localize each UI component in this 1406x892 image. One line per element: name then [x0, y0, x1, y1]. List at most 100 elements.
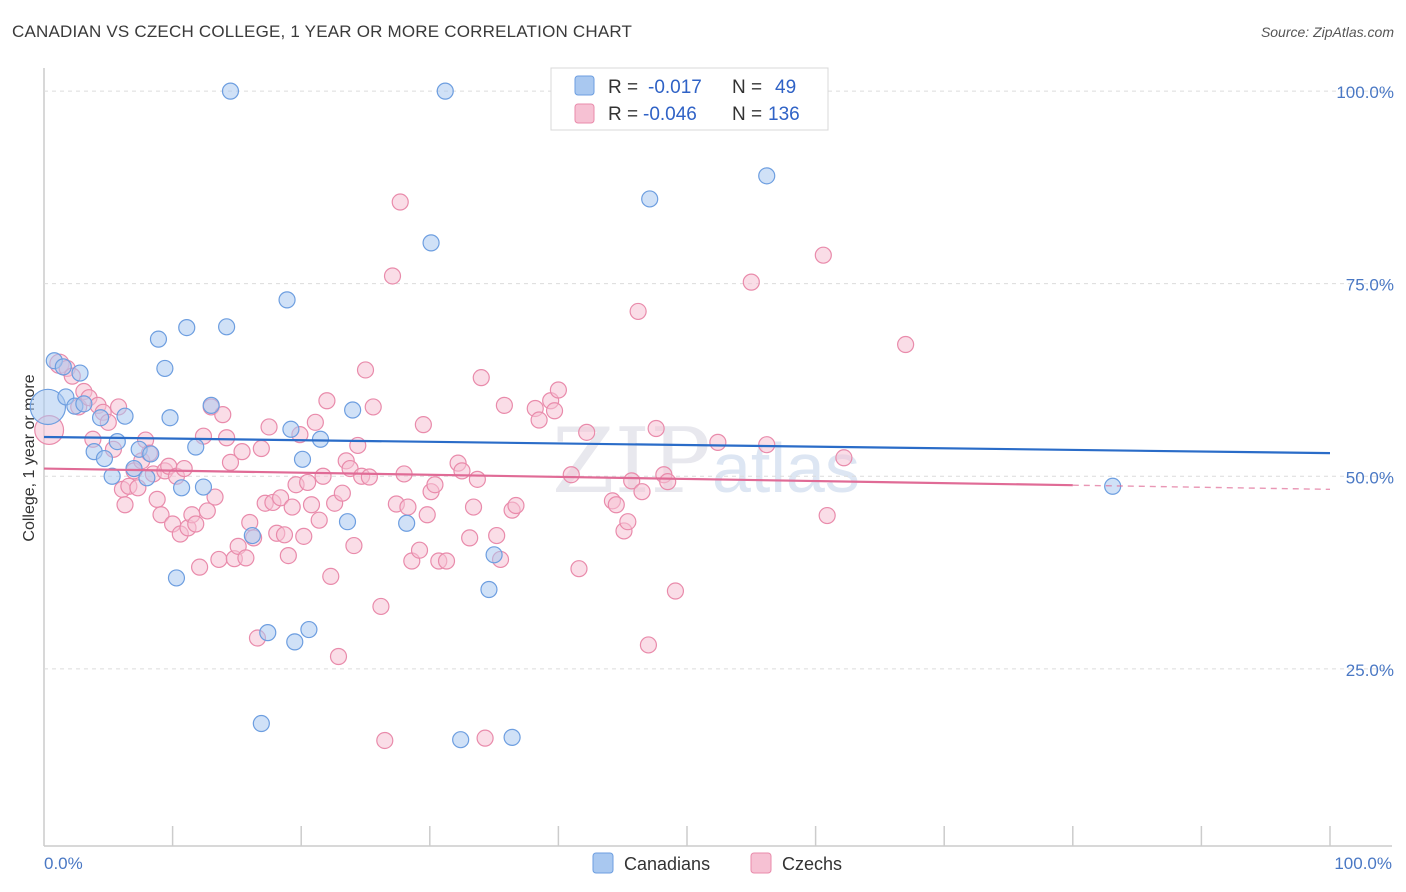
canadians-point: [161, 409, 179, 427]
canadians-point: [142, 445, 160, 463]
legend-r-label-czechs: R =: [608, 104, 638, 125]
stats-legend-box: [550, 67, 829, 131]
czechs-point: [414, 416, 432, 434]
canadians-point: [178, 318, 196, 337]
czechs-point: [198, 502, 216, 520]
watermark-zip: ZIP: [552, 409, 711, 514]
canadians-point: [91, 409, 110, 427]
x-tick-label-min: 0.0%: [44, 854, 83, 873]
czechs-point: [295, 527, 313, 545]
czechs-point: [835, 449, 853, 467]
czechs-point: [148, 490, 166, 508]
bottom-legend-czechs: Czechs: [782, 854, 842, 874]
canadians-point: [503, 728, 521, 746]
series-legend: Canadians Czechs: [592, 852, 842, 874]
czechs-point: [619, 513, 637, 531]
czechs-point: [545, 402, 564, 420]
czechs-point: [578, 423, 596, 441]
czechs-point: [659, 473, 677, 491]
czechs-point: [461, 529, 479, 547]
czechs-point: [283, 498, 301, 516]
canadians-point: [138, 469, 156, 487]
canadians-point: [436, 82, 454, 100]
y-tick-label-50: 50.0%: [1346, 468, 1394, 487]
czechs-point: [639, 636, 658, 654]
czechs-point: [647, 419, 665, 438]
bottom-legend-swatch-czechs: [750, 852, 772, 874]
canadians-point: [293, 450, 312, 468]
canadians-trend-line: [43, 435, 1331, 455]
czechs-point: [260, 418, 278, 436]
legend-n-label-czechs: N =: [732, 104, 762, 125]
czechs-points: [34, 193, 915, 750]
legend-n-label-canadians: N =: [732, 77, 762, 98]
bottom-legend-canadians: Canadians: [624, 854, 710, 874]
bottom-legend-swatch-canadians: [592, 852, 614, 874]
canadians-point: [29, 388, 67, 426]
czechs-point: [814, 246, 832, 264]
czechs-point: [464, 498, 483, 516]
canadians-point: [338, 513, 357, 531]
czechs-point: [310, 511, 328, 529]
watermark-atlas: atlas: [712, 429, 860, 507]
canadians-point: [54, 358, 72, 376]
legend-r-label-canadians: R =: [608, 77, 638, 98]
czechs-point: [237, 549, 255, 567]
canadians-point: [252, 714, 270, 733]
chart-title: CANADIAN VS CZECH COLLEGE, 1 YEAR OR MOR…: [12, 22, 633, 41]
czechs-point: [329, 647, 348, 666]
canadians-point: [221, 82, 240, 100]
canadians-point: [202, 396, 220, 414]
czechs-point: [233, 443, 251, 461]
canadians-point: [452, 731, 470, 749]
czechs-point: [488, 526, 506, 545]
legend-r-value-czechs: -0.046: [643, 104, 697, 125]
canadians-points: [29, 82, 1122, 749]
czechs-point: [210, 550, 228, 569]
czechs-point: [472, 369, 490, 387]
trend-lines: [43, 435, 1331, 491]
czechs-point: [399, 498, 417, 516]
canadians-point: [156, 359, 174, 378]
czechs-point: [187, 515, 205, 533]
legend-n-value-czechs: 136: [768, 104, 800, 125]
czechs-point: [152, 506, 170, 524]
czechs-point: [570, 560, 588, 578]
canadians-point: [108, 432, 126, 451]
canadians-point: [125, 459, 143, 478]
czechs-trend-line: [43, 467, 1073, 487]
czechs-point: [218, 429, 236, 447]
czechs-point: [410, 541, 429, 559]
canadians-point: [282, 420, 300, 438]
czechs-point: [426, 476, 444, 494]
czechs-point: [175, 459, 193, 478]
canadians-point: [218, 318, 236, 336]
czechs-point: [306, 413, 324, 431]
canadians-point: [116, 407, 134, 425]
czechs-point: [633, 483, 651, 501]
x-tick-label-max: 100.0%: [1334, 854, 1392, 873]
canadians-point: [167, 569, 186, 587]
czechs-point: [322, 567, 340, 585]
canadians-point: [75, 395, 93, 413]
stats-legend: R = -0.017 N = 49 R = -0.046 N = 136: [550, 67, 829, 131]
canadians-point: [480, 580, 498, 599]
czechs-point: [191, 558, 209, 576]
canadians-point: [278, 291, 296, 309]
canadians-point: [103, 467, 121, 485]
czechs-point: [418, 506, 436, 524]
canadians-point: [243, 526, 261, 545]
czechs-point: [476, 729, 494, 747]
czechs-point: [206, 488, 224, 506]
czechs-point: [562, 466, 580, 484]
czechs-point: [360, 468, 378, 486]
canadians-point: [71, 364, 89, 382]
canadians-point: [95, 449, 114, 468]
gridlines: [44, 90, 1392, 670]
czechs-point: [495, 396, 513, 414]
czechs-point: [214, 406, 232, 424]
czechs-point: [299, 473, 317, 492]
czechs-point: [333, 484, 351, 502]
canadians-point: [344, 401, 362, 419]
